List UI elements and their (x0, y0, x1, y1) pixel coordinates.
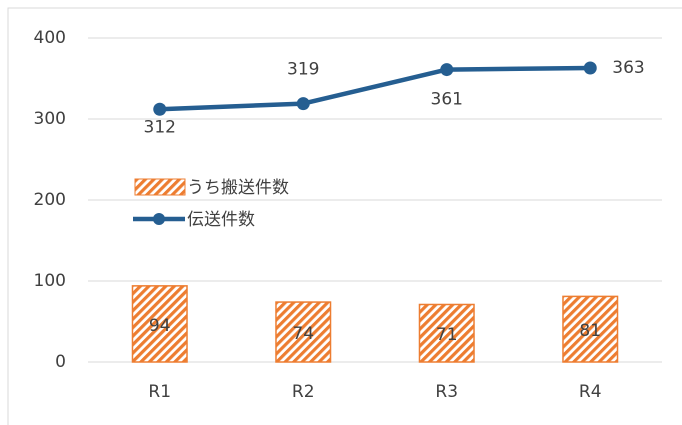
bar (275, 301, 332, 363)
legend-swatch (134, 178, 186, 196)
line-marker (583, 61, 597, 75)
line-value-label: 312 (144, 117, 176, 137)
bar (562, 295, 619, 363)
y-tick-label: 100 (34, 271, 66, 291)
x-tick-label: R2 (292, 382, 315, 402)
legend-label: 伝送件数 (187, 210, 255, 230)
y-tick-label: 400 (34, 28, 66, 48)
chart-frame (7, 7, 682, 425)
bar-value-label: 81 (579, 321, 601, 341)
bar (131, 285, 188, 363)
bar-value-label: 71 (436, 325, 458, 345)
line-value-label: 361 (431, 90, 463, 110)
line-marker (153, 102, 167, 116)
y-tick-label: 200 (34, 190, 66, 210)
legend-label: うち搬送件数 (187, 178, 289, 198)
legend-marker (153, 213, 165, 225)
bar-value-label: 94 (149, 316, 171, 336)
y-tick-label: 300 (34, 109, 66, 129)
bar (418, 303, 475, 363)
x-tick-label: R3 (435, 382, 458, 402)
y-tick-label: 0 (55, 352, 66, 372)
line (159, 65, 591, 112)
bar-value-label: 74 (292, 324, 314, 344)
x-tick-label: R4 (579, 382, 602, 402)
line-marker (440, 63, 454, 77)
x-tick-label: R1 (148, 382, 171, 402)
line-marker (296, 97, 310, 111)
line-value-label: 319 (287, 60, 319, 80)
line-value-label: 363 (612, 58, 644, 78)
